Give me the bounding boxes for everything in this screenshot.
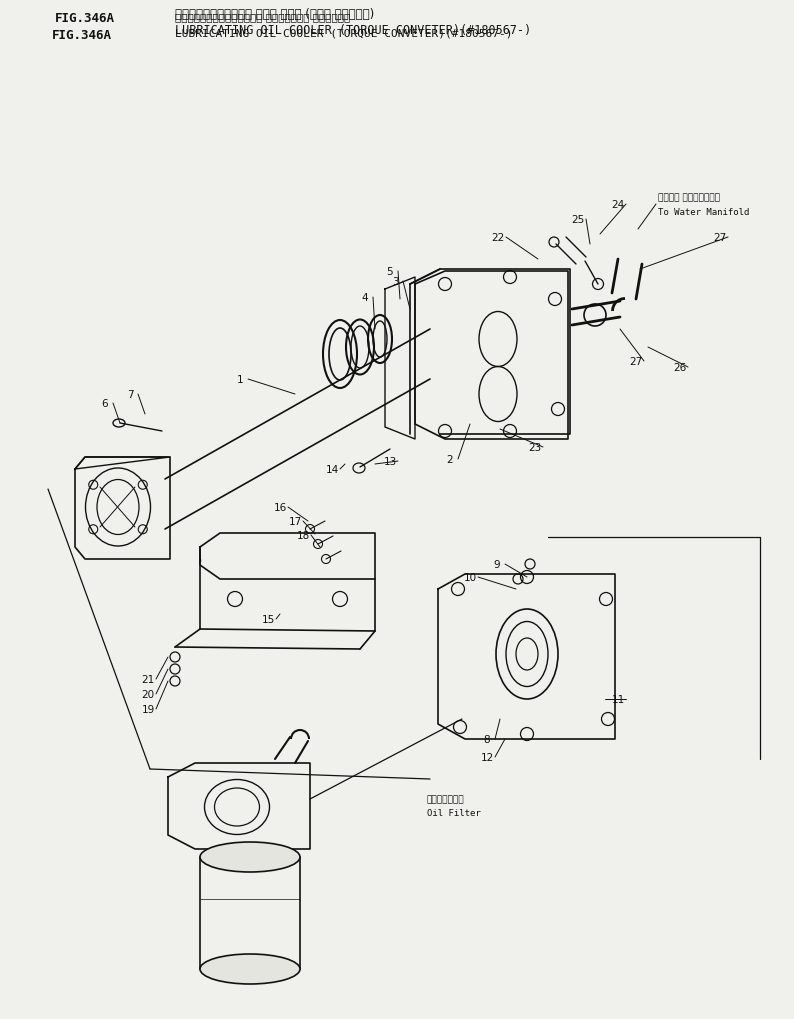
- Text: 26: 26: [673, 363, 687, 373]
- Text: 2: 2: [447, 454, 453, 465]
- Text: 14: 14: [326, 465, 338, 475]
- Text: 15: 15: [261, 614, 275, 625]
- Text: 18: 18: [296, 531, 310, 540]
- Text: LUBRICATING OIL COOLER (TORQUE CONVETER)(#180567-): LUBRICATING OIL COOLER (TORQUE CONVETER)…: [175, 23, 531, 37]
- Text: ルーブリケーティング・ オイル クーラ (トルク コンバータ): ルーブリケーティング・ オイル クーラ (トルク コンバータ): [175, 7, 374, 20]
- Text: 9: 9: [494, 559, 500, 570]
- Text: 10: 10: [464, 573, 476, 583]
- Text: 17: 17: [288, 517, 302, 527]
- Text: 25: 25: [572, 215, 584, 225]
- Text: To Water Manifold: To Water Manifold: [658, 207, 750, 216]
- Text: LUBRICATING OIL COOLER (TORQUE CONVETER)(#180567-): LUBRICATING OIL COOLER (TORQUE CONVETER)…: [175, 28, 512, 38]
- Text: 6: 6: [102, 398, 108, 409]
- Text: 1: 1: [237, 375, 243, 384]
- Text: 13: 13: [384, 457, 397, 467]
- Text: ウォータ マニホールドへ: ウォータ マニホールドへ: [658, 194, 720, 203]
- Text: 8: 8: [484, 735, 491, 744]
- Text: 19: 19: [141, 704, 155, 714]
- Ellipse shape: [200, 954, 300, 984]
- Text: オイルフィルタ: オイルフィルタ: [427, 795, 464, 804]
- Text: 27: 27: [630, 357, 642, 367]
- Text: Oil Filter: Oil Filter: [427, 809, 480, 817]
- Text: 16: 16: [273, 502, 287, 513]
- Text: 11: 11: [611, 694, 625, 704]
- Text: 24: 24: [611, 200, 625, 210]
- Text: ルーブリケーティング　オイル クーラ（トルク コンバータ）: ルーブリケーティング オイル クーラ（トルク コンバータ）: [175, 12, 350, 22]
- Text: 5: 5: [387, 267, 393, 277]
- Ellipse shape: [200, 842, 300, 872]
- Text: FIG.346A: FIG.346A: [55, 11, 115, 24]
- Text: 22: 22: [491, 232, 505, 243]
- Text: 27: 27: [713, 232, 727, 243]
- Text: 7: 7: [127, 389, 133, 399]
- Text: FIG.346A: FIG.346A: [52, 29, 112, 42]
- Text: 20: 20: [141, 689, 155, 699]
- Text: 12: 12: [480, 752, 494, 762]
- Text: 23: 23: [528, 442, 542, 452]
- Text: 21: 21: [141, 675, 155, 685]
- Text: 3: 3: [391, 277, 399, 286]
- Text: 4: 4: [362, 292, 368, 303]
